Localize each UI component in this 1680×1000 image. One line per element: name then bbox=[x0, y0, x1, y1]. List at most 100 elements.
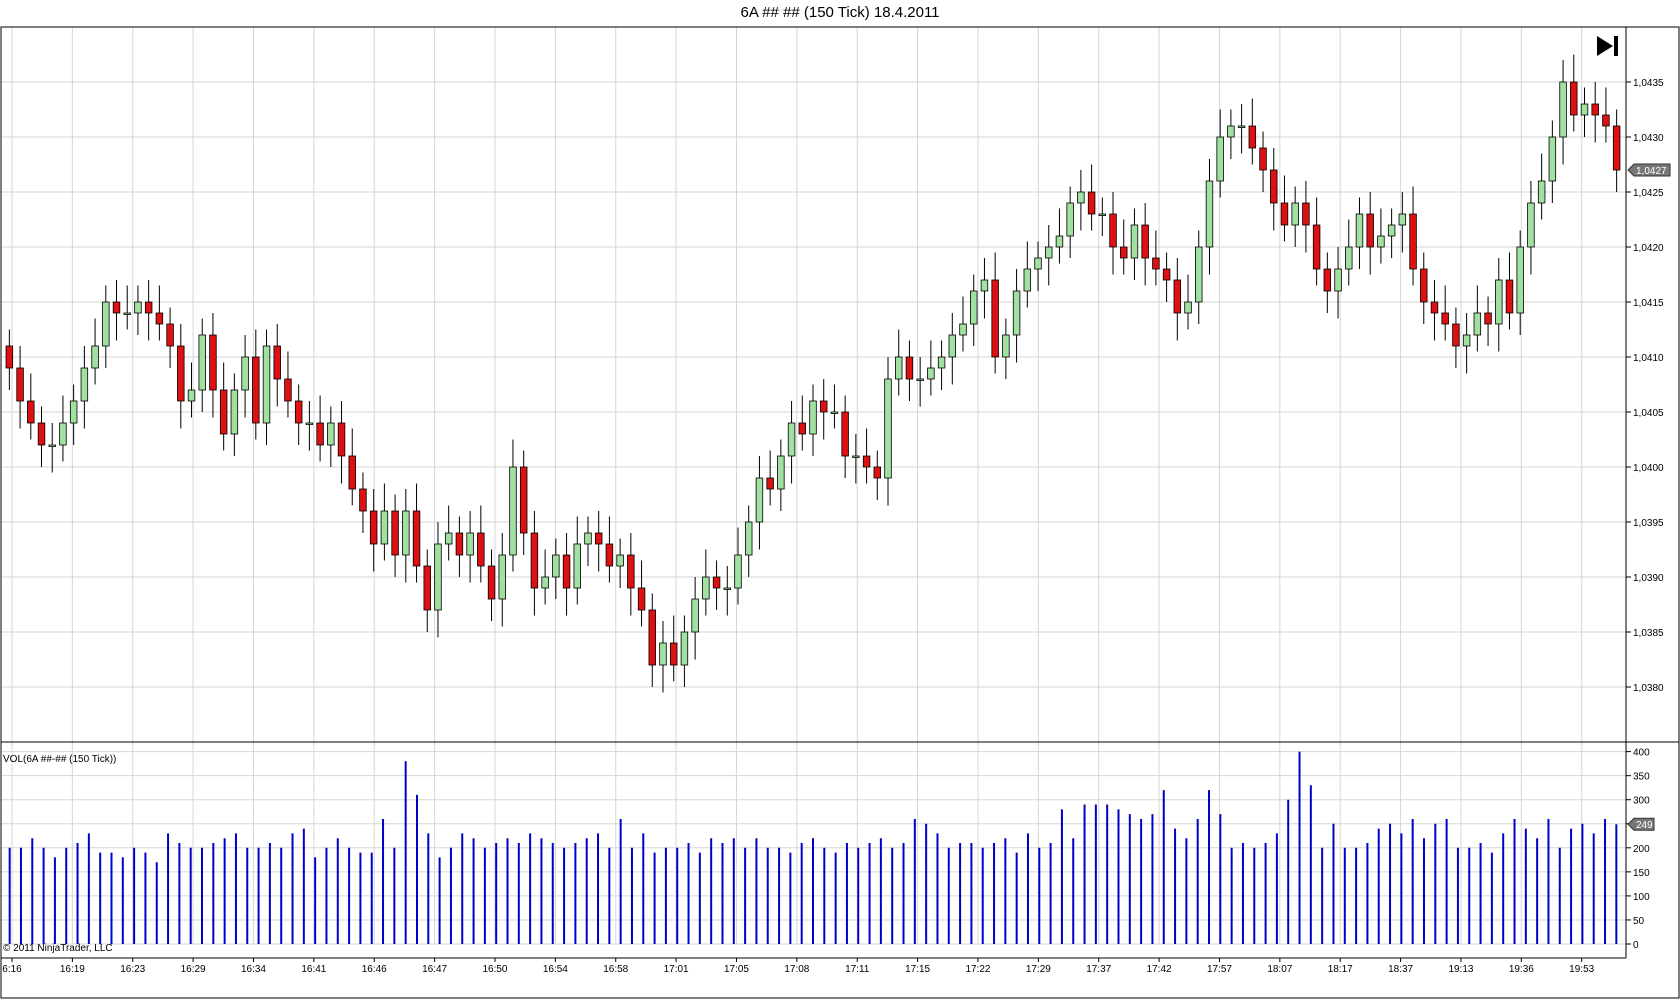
time-tick-label: 18:07 bbox=[1267, 964, 1292, 975]
candle bbox=[1237, 104, 1246, 154]
candle bbox=[177, 324, 185, 429]
skip-to-end-icon[interactable] bbox=[1597, 36, 1618, 56]
candle bbox=[455, 516, 464, 577]
candle-body bbox=[798, 422, 807, 435]
candle-body bbox=[1077, 191, 1085, 204]
volume-tick-label: 50 bbox=[1633, 916, 1645, 927]
time-tick-label: 19:53 bbox=[1569, 964, 1594, 975]
candle-body bbox=[1591, 103, 1599, 116]
candle bbox=[1066, 186, 1074, 258]
candle bbox=[1087, 164, 1096, 231]
candle-body bbox=[809, 400, 817, 435]
candle bbox=[519, 450, 528, 555]
candle-body bbox=[1366, 213, 1374, 248]
svg-text:1,0427: 1,0427 bbox=[1636, 166, 1667, 177]
candle-body bbox=[637, 587, 646, 611]
candle-body bbox=[927, 367, 935, 380]
candle bbox=[841, 395, 849, 478]
candle-body bbox=[509, 466, 517, 556]
candle bbox=[166, 307, 174, 368]
candle-body bbox=[1462, 334, 1471, 347]
candle-body bbox=[252, 356, 260, 424]
candle-body bbox=[327, 422, 335, 446]
candle bbox=[155, 285, 164, 341]
candle bbox=[680, 615, 689, 687]
candle bbox=[1345, 219, 1353, 286]
candle bbox=[669, 615, 678, 682]
candle-body bbox=[541, 576, 549, 589]
candle-body bbox=[1087, 191, 1096, 215]
candle bbox=[541, 549, 549, 605]
candle bbox=[991, 252, 999, 374]
time-tick-label: 17:08 bbox=[784, 964, 809, 975]
candle-body bbox=[359, 488, 367, 512]
candle bbox=[337, 401, 346, 484]
candle-body bbox=[702, 576, 710, 600]
candle-body bbox=[584, 532, 592, 545]
volume-tick-label: 350 bbox=[1633, 772, 1650, 783]
candle bbox=[209, 313, 217, 418]
candle-body bbox=[1420, 268, 1428, 303]
candle bbox=[412, 483, 421, 583]
candle bbox=[1334, 247, 1342, 319]
candle bbox=[144, 280, 153, 341]
candle-body bbox=[241, 356, 249, 391]
candle bbox=[1548, 120, 1557, 203]
candle-body bbox=[369, 510, 378, 545]
candle-body bbox=[734, 554, 742, 589]
volume-tick-label: 0 bbox=[1633, 940, 1639, 951]
candle bbox=[1409, 186, 1417, 286]
candle bbox=[359, 472, 367, 533]
candle bbox=[1184, 274, 1192, 330]
volume-tick-label: 400 bbox=[1633, 748, 1650, 759]
candle bbox=[1109, 192, 1117, 275]
candle bbox=[1495, 258, 1503, 352]
candle-body bbox=[1216, 136, 1224, 182]
candle-body bbox=[477, 532, 485, 567]
svg-text:249: 249 bbox=[1636, 820, 1653, 831]
candle-body bbox=[434, 543, 442, 611]
candle bbox=[937, 340, 946, 390]
price-tick-label: 1,0420 bbox=[1633, 243, 1664, 254]
candle-body bbox=[1141, 224, 1149, 259]
price-tick-label: 1,0380 bbox=[1633, 683, 1664, 694]
candle bbox=[112, 280, 121, 341]
last-volume-marker: 249 bbox=[1627, 817, 1655, 831]
candle bbox=[1280, 175, 1289, 242]
candle-body bbox=[659, 642, 667, 666]
candle-body bbox=[530, 532, 539, 589]
candle-body bbox=[27, 400, 35, 424]
candle-body bbox=[959, 323, 967, 336]
time-tick-label: 16:34 bbox=[241, 964, 266, 975]
candle-body bbox=[1345, 246, 1353, 270]
candle-body bbox=[187, 389, 196, 402]
candle bbox=[594, 511, 603, 572]
candle-body bbox=[1248, 125, 1257, 149]
candle bbox=[1420, 252, 1428, 324]
candle bbox=[1055, 208, 1064, 264]
candle-body bbox=[787, 422, 796, 457]
candle-body bbox=[648, 609, 656, 666]
time-tick-label: 17:11 bbox=[845, 964, 870, 975]
candle-body bbox=[1173, 279, 1182, 314]
candle-body bbox=[1152, 257, 1160, 270]
candle-body bbox=[1034, 257, 1042, 270]
candle bbox=[198, 318, 206, 412]
time-tick-label: 19:13 bbox=[1448, 964, 1473, 975]
candle bbox=[1141, 203, 1149, 286]
candle bbox=[1430, 280, 1439, 341]
candle-body bbox=[573, 543, 581, 589]
candle bbox=[27, 373, 35, 440]
candle-body bbox=[970, 290, 978, 325]
candle bbox=[402, 489, 410, 583]
candle bbox=[1173, 258, 1182, 341]
candle bbox=[1366, 192, 1374, 275]
candle-body bbox=[1452, 323, 1460, 347]
candle-body bbox=[1495, 279, 1503, 325]
candle-body bbox=[305, 422, 314, 425]
candle bbox=[1195, 230, 1203, 324]
candle bbox=[1559, 60, 1567, 165]
candle bbox=[1570, 54, 1578, 132]
price-tick-label: 1,0390 bbox=[1633, 573, 1664, 584]
candle bbox=[241, 335, 249, 418]
